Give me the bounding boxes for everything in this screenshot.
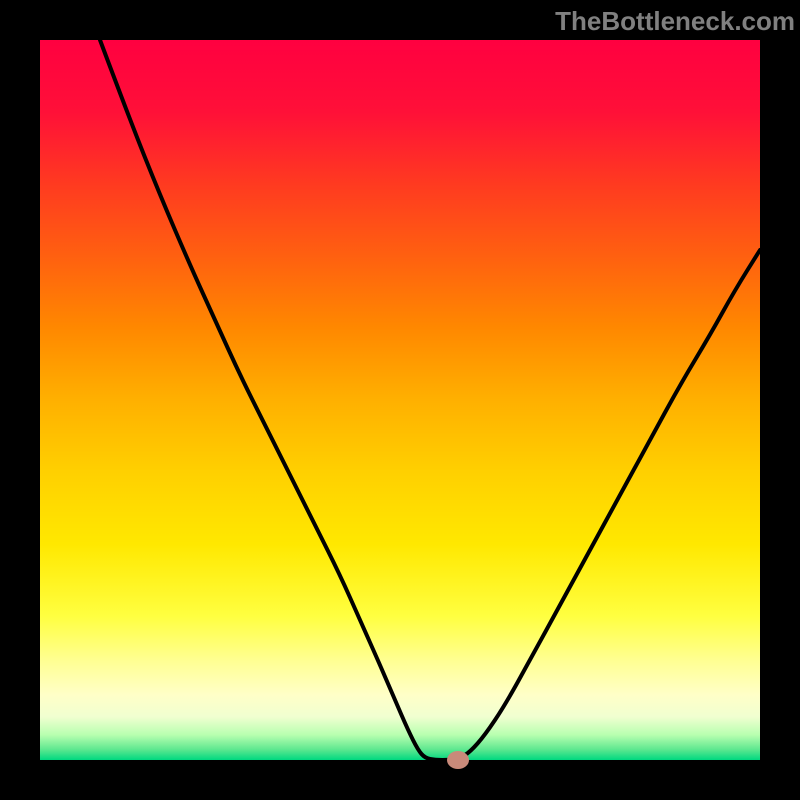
- plot-area: [40, 40, 760, 760]
- bottleneck-chart: TheBottleneck.com: [0, 0, 800, 800]
- optimal-marker: [447, 751, 469, 769]
- attribution-label: TheBottleneck.com: [555, 6, 795, 36]
